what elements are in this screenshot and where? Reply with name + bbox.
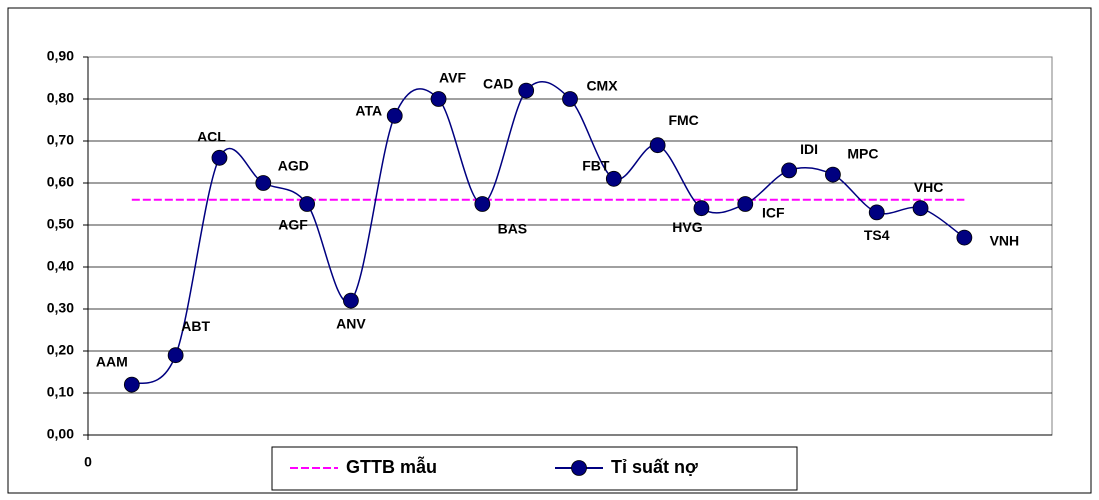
marker bbox=[868, 204, 885, 221]
marker bbox=[255, 175, 272, 191]
marker bbox=[649, 137, 666, 154]
marker bbox=[167, 347, 184, 364]
point-label: VHC bbox=[914, 179, 944, 195]
y-tick-label: 0,60 bbox=[47, 174, 74, 190]
point-label: FBT bbox=[582, 158, 610, 174]
point-label: ICF bbox=[762, 205, 785, 221]
point-label: TS4 bbox=[864, 227, 890, 243]
y-tick-label: 0,10 bbox=[47, 384, 74, 400]
marker bbox=[781, 162, 797, 179]
marker bbox=[518, 82, 535, 99]
marker bbox=[956, 229, 973, 246]
marker bbox=[386, 107, 403, 124]
y-tick-label: 0,30 bbox=[47, 300, 74, 316]
marker bbox=[912, 200, 929, 217]
marker bbox=[562, 91, 578, 107]
marker bbox=[430, 91, 447, 107]
point-label: AAM bbox=[96, 353, 128, 369]
point-label: ABT bbox=[181, 318, 210, 334]
y-tick-label: 0,50 bbox=[47, 216, 74, 232]
point-label: AGF bbox=[278, 217, 308, 233]
y-tick-label: 0,20 bbox=[47, 342, 74, 358]
marker bbox=[299, 196, 315, 212]
marker bbox=[211, 149, 228, 166]
y-tick-label: 0,90 bbox=[47, 48, 74, 64]
legend-marker bbox=[571, 460, 587, 476]
marker bbox=[123, 376, 140, 393]
point-label: AVF bbox=[439, 70, 466, 86]
legend-label: Tỉ suất nợ bbox=[611, 457, 698, 477]
plot-area bbox=[87, 56, 1053, 436]
marker bbox=[474, 196, 491, 212]
point-label: HVG bbox=[672, 219, 702, 235]
series-line bbox=[131, 80, 965, 386]
point-label: CAD bbox=[483, 75, 513, 91]
point-label: ACL bbox=[197, 129, 226, 145]
point-label: BAS bbox=[498, 221, 528, 237]
point-label: IDI bbox=[800, 141, 818, 157]
y-tick-label: 0,00 bbox=[47, 426, 74, 442]
point-label: VNH bbox=[990, 232, 1020, 248]
legend-label: GTTB mẫu bbox=[346, 456, 437, 477]
point-label: ATA bbox=[355, 103, 382, 119]
y-tick-label: 0,70 bbox=[47, 132, 74, 148]
marker bbox=[825, 166, 841, 183]
y-tick-label: 0,40 bbox=[47, 258, 74, 274]
point-label: AGD bbox=[278, 158, 309, 174]
marker bbox=[343, 292, 359, 309]
legend bbox=[271, 446, 798, 491]
y-tick-label: 0,80 bbox=[47, 90, 74, 106]
x-tick-label: 0 bbox=[84, 454, 92, 470]
point-label: FMC bbox=[668, 112, 698, 128]
marker bbox=[605, 170, 622, 187]
marker bbox=[693, 200, 710, 217]
marker bbox=[737, 196, 754, 212]
point-label: ANV bbox=[336, 315, 366, 331]
point-label: MPC bbox=[847, 145, 878, 161]
point-label: CMX bbox=[586, 78, 618, 94]
